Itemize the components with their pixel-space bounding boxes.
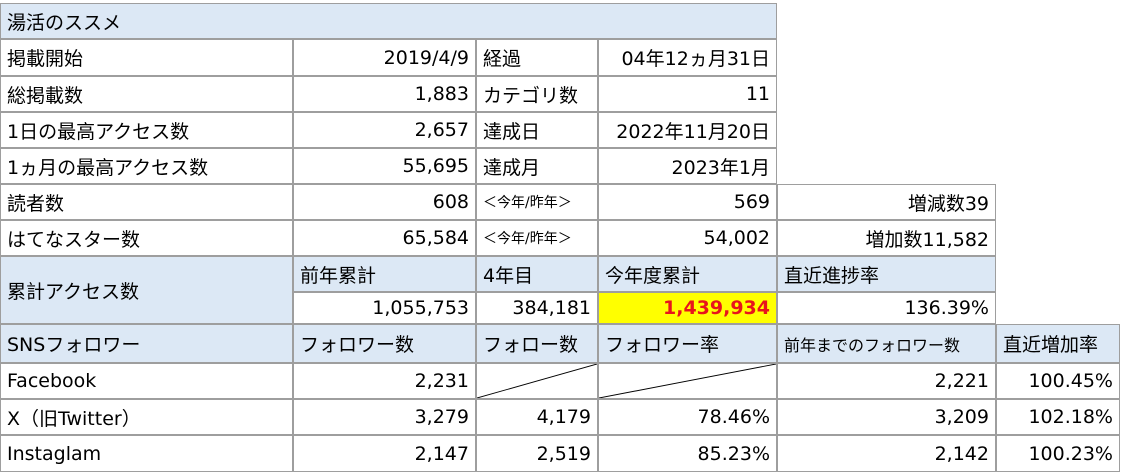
label-elapsed: 経過 <box>476 39 598 76</box>
sns-following-x: 4,179 <box>476 399 598 435</box>
header-year-count: 4年目 <box>476 256 598 292</box>
header-follower-count: フォロワー数 <box>293 324 476 363</box>
value-max-daily-access: 2,657 <box>293 112 476 148</box>
sns-name-instagram: Instaglam <box>0 435 293 472</box>
sns-growth-x: 102.18% <box>996 399 1120 435</box>
header-prev-cumulative: 前年累計 <box>293 256 476 292</box>
label-achieved-month: 達成月 <box>476 148 598 184</box>
value-stars-last: 54,002 <box>598 220 777 256</box>
header-progress-rate: 直近進捗率 <box>777 256 996 292</box>
label-readers-compare: ＜今年/昨年＞ <box>476 184 598 220</box>
sns-ratio-facebook-empty <box>598 363 777 399</box>
value-prev-cumulative: 1,055,753 <box>293 292 476 324</box>
value-start-date: 2019/4/9 <box>293 39 476 76</box>
sns-prev-facebook: 2,221 <box>777 363 996 399</box>
value-readers: 608 <box>293 184 476 220</box>
sns-followers-x: 3,279 <box>293 399 476 435</box>
label-start-date: 掲載開始 <box>0 39 293 76</box>
label-readers: 読者数 <box>0 184 293 220</box>
value-current-cumulative: 1,439,934 <box>598 292 777 324</box>
sns-ratio-instagram: 85.23% <box>598 435 777 472</box>
label-total-posts: 総掲載数 <box>0 76 293 112</box>
label-achieved-date: 達成日 <box>476 112 598 148</box>
value-max-monthly-access: 55,695 <box>293 148 476 184</box>
sns-following-facebook-empty <box>476 363 598 399</box>
sns-name-x: X（旧Twitter） <box>0 399 293 435</box>
value-year-count: 384,181 <box>476 292 598 324</box>
header-sns-followers: SNSフォロワー <box>0 324 293 363</box>
value-readers-diff: 増減数39 <box>777 184 996 220</box>
sns-name-facebook: Facebook <box>0 363 293 399</box>
value-readers-last: 569 <box>598 184 777 220</box>
label-categories: カテゴリ数 <box>476 76 598 112</box>
sns-followers-instagram: 2,147 <box>293 435 476 472</box>
label-max-daily-access: 1日の最高アクセス数 <box>0 112 293 148</box>
sns-following-instagram: 2,519 <box>476 435 598 472</box>
value-categories: 11 <box>598 76 777 112</box>
diagonal-slash-icon <box>599 364 776 398</box>
value-stars-diff: 増加数11,582 <box>777 220 996 256</box>
label-cumulative-access: 累計アクセス数 <box>0 256 293 324</box>
header-growth-rate: 直近増加率 <box>996 324 1120 363</box>
header-following-count: フォロー数 <box>476 324 598 363</box>
value-achieved-date: 2022年11月20日 <box>598 112 777 148</box>
header-follower-ratio: フォロワー率 <box>598 324 777 363</box>
sns-ratio-x: 78.46% <box>598 399 777 435</box>
sns-growth-facebook: 100.45% <box>996 363 1120 399</box>
sheet-title: 湯活のススメ <box>0 3 777 39</box>
header-prev-followers: 前年までのフォロワー数 <box>777 324 996 363</box>
value-total-posts: 1,883 <box>293 76 476 112</box>
sns-growth-instagram: 100.23% <box>996 435 1120 472</box>
value-achieved-month: 2023年1月 <box>598 148 777 184</box>
value-elapsed: 04年12ヵ月31日 <box>598 39 777 76</box>
label-max-monthly-access: 1ヵ月の最高アクセス数 <box>0 148 293 184</box>
label-stars-compare: ＜今年/昨年＞ <box>476 220 598 256</box>
sns-followers-facebook: 2,231 <box>293 363 476 399</box>
value-stars: 65,584 <box>293 220 476 256</box>
diagonal-slash-icon <box>477 364 597 398</box>
sns-prev-instagram: 2,142 <box>777 435 996 472</box>
header-current-cumulative: 今年度累計 <box>598 256 777 292</box>
label-stars: はてなスター数 <box>0 220 293 256</box>
sns-prev-x: 3,209 <box>777 399 996 435</box>
value-progress-rate: 136.39% <box>777 292 996 324</box>
